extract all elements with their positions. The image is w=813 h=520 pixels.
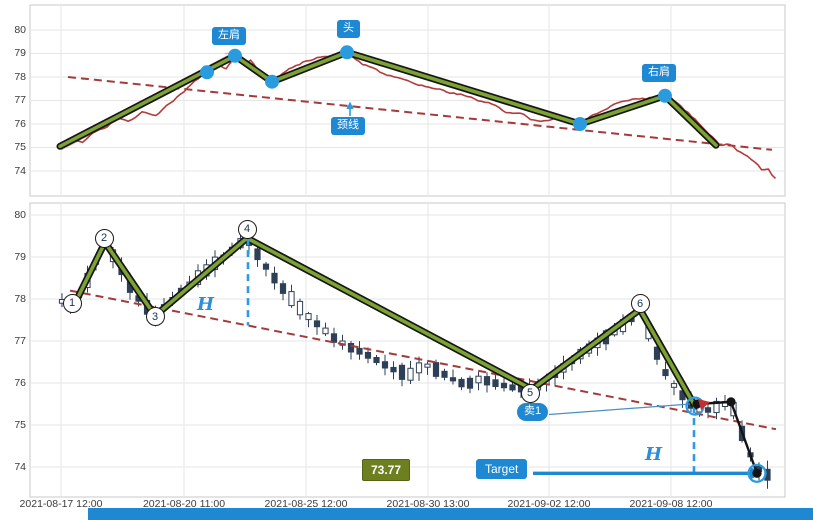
pivot-dot[interactable] [573, 117, 587, 131]
neckline-pointer-head [346, 101, 354, 109]
scrollbar-track[interactable] [0, 508, 813, 520]
candle-body [313, 320, 321, 328]
pivot-dot[interactable] [200, 65, 214, 80]
candle-body [432, 362, 440, 377]
sell-pointer-line [548, 403, 691, 416]
candle-body [509, 384, 516, 391]
candle-body [407, 367, 414, 381]
candle-body [254, 248, 261, 261]
candle-body [322, 327, 329, 335]
candle-body [398, 364, 406, 380]
candle-body [466, 377, 474, 389]
candle-body [305, 313, 312, 321]
breakout-marker-icon [698, 399, 710, 410]
pivot-dot[interactable] [228, 48, 242, 63]
candle-body [271, 272, 278, 284]
candle-body [653, 346, 661, 360]
candle-body [492, 379, 499, 387]
candle-body [373, 357, 380, 363]
projection-dot [752, 468, 762, 478]
candle-body [424, 363, 431, 368]
candle-body [262, 263, 270, 270]
candle-body [458, 378, 465, 388]
candle-body [441, 370, 448, 378]
highlight-ring[interactable] [747, 463, 767, 483]
candle-body [364, 351, 372, 359]
projection-dot [726, 397, 736, 407]
candle-body [483, 376, 491, 386]
candle-body [330, 333, 338, 343]
candle-body [704, 407, 712, 413]
scrollbar-thumb[interactable] [88, 508, 813, 520]
pivot-dot[interactable] [658, 88, 672, 103]
candle-body [381, 361, 389, 369]
candle-body [58, 299, 66, 304]
candle-body [288, 291, 295, 307]
candle-body [279, 283, 287, 294]
candle-body [713, 400, 720, 414]
candle-body [500, 382, 508, 389]
candle-body [662, 369, 669, 377]
candle-body [390, 366, 397, 373]
candle-body [415, 362, 423, 374]
candle-body [356, 347, 363, 355]
candle-body [296, 300, 304, 316]
candle-body [347, 343, 355, 353]
candle-body [475, 375, 482, 384]
candle-body [449, 377, 457, 382]
pivot-dot[interactable] [340, 45, 354, 60]
pivot-dot[interactable] [265, 74, 279, 89]
candle-body [670, 383, 678, 388]
chart-panel[interactable] [29, 202, 786, 498]
